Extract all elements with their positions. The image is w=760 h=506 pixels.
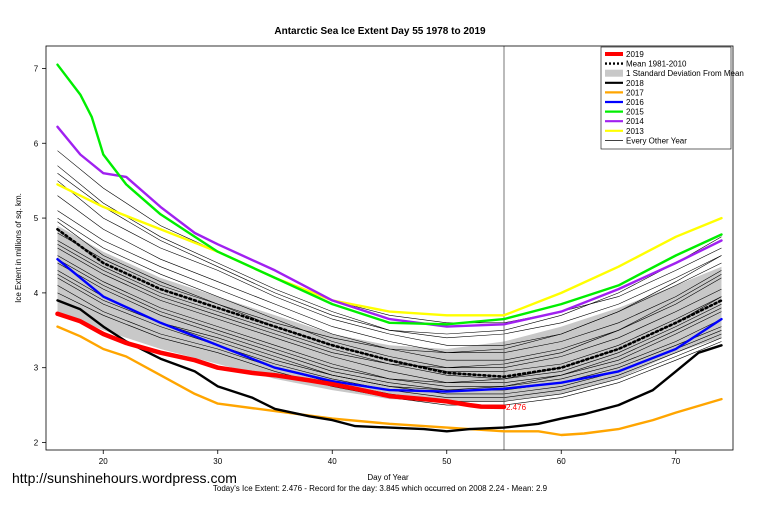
y-axis-label: Ice Extent in millions of sq. km.	[14, 193, 23, 303]
series-line-2016	[56, 258, 723, 393]
background-year-line-15	[57, 172, 722, 335]
legend-label-2015: 2015	[626, 108, 644, 117]
plot-area: 2.476 20 30 40 50 60 70 2 3 4 5 6 7	[34, 45, 734, 466]
series-line-2015	[56, 63, 723, 326]
background-year-line-16	[57, 221, 722, 354]
series-line-2014	[56, 125, 723, 328]
y-tick-label-4: 4	[34, 289, 39, 298]
x-tick-label-40: 40	[328, 457, 337, 466]
x-tick-label-70: 70	[671, 457, 680, 466]
legend-label-2014: 2014	[626, 117, 644, 126]
legend-label-every-other-year: Every Other Year	[626, 136, 687, 145]
series-line-mean-1981-2010	[56, 228, 723, 379]
background-year-line-10	[57, 262, 722, 391]
credit-url: http://sunshinehours.wordpress.com	[12, 470, 237, 486]
legend-label-2019: 2019	[626, 50, 644, 59]
footer-caption: Today's Ice Extent: 2.476 - Record for t…	[212, 484, 548, 493]
background-year-line-3	[57, 195, 722, 354]
background-year-line-8	[57, 247, 722, 384]
series-line-2017	[56, 325, 723, 437]
y-tick-label-2: 2	[34, 439, 39, 448]
background-year-line-0	[57, 150, 722, 324]
current-value-label: 2.476	[506, 403, 527, 412]
legend-label-2017: 2017	[626, 88, 644, 97]
x-tick-label-50: 50	[442, 457, 451, 466]
x-tick-label-60: 60	[557, 457, 566, 466]
y-tick-label-3: 3	[34, 364, 39, 373]
y-tick-label-6: 6	[34, 139, 39, 148]
legend-label-1-standard-deviation-from-mean: 1 Standard Deviation From Mean	[626, 69, 744, 78]
series-line-2018	[56, 299, 723, 433]
series-line-2019	[55, 311, 507, 410]
y-tick-label-5: 5	[34, 214, 39, 223]
plot-frame	[45, 45, 734, 451]
legend-label-2016: 2016	[626, 98, 644, 107]
legend-swatch-1-standard-deviation-from-mean	[605, 69, 623, 77]
x-tick-label-30: 30	[213, 457, 222, 466]
x-axis-label: Day of Year	[367, 473, 409, 482]
background-year-line-5	[57, 217, 722, 369]
y-tick-label-7: 7	[34, 64, 39, 73]
x-tick-label-20: 20	[99, 457, 108, 466]
legend-label-mean-1981-2010: Mean 1981-2010	[626, 60, 687, 69]
legend-label-2013: 2013	[626, 127, 644, 136]
legend-label-2018: 2018	[626, 79, 644, 88]
chart-title: Antarctic Sea Ice Extent Day 55 1978 to …	[274, 26, 486, 37]
series-line-2013	[56, 183, 723, 317]
background-year-line-17	[57, 244, 722, 369]
